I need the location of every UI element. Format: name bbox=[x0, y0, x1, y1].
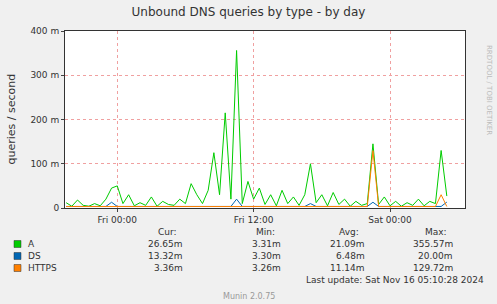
svg-text:Cur:: Cur: bbox=[158, 227, 177, 237]
svg-text:26.65m: 26.65m bbox=[148, 239, 183, 249]
svg-text:Avg:: Avg: bbox=[339, 227, 359, 237]
svg-text:Fri 00:00: Fri 00:00 bbox=[98, 215, 138, 225]
svg-text:DS: DS bbox=[28, 251, 41, 261]
svg-text:6.48m: 6.48m bbox=[336, 251, 365, 261]
svg-text:Unbound DNS queries by type -: Unbound DNS queries by type - by day bbox=[132, 5, 366, 19]
svg-text:0: 0 bbox=[53, 203, 59, 213]
svg-text:RRDTOOL / TOBI OETIKER: RRDTOOL / TOBI OETIKER bbox=[485, 45, 493, 135]
svg-text:13.32m: 13.32m bbox=[148, 251, 183, 261]
svg-text:Fri 12:00: Fri 12:00 bbox=[234, 215, 274, 225]
svg-text:Sat 00:00: Sat 00:00 bbox=[368, 215, 412, 225]
svg-text:355.57m: 355.57m bbox=[413, 239, 453, 249]
svg-text:400 m: 400 m bbox=[30, 26, 59, 36]
svg-text:300 m: 300 m bbox=[30, 70, 59, 80]
svg-text:3.30m: 3.30m bbox=[252, 251, 281, 261]
svg-text:A: A bbox=[28, 239, 35, 249]
svg-text:21.09m: 21.09m bbox=[330, 239, 365, 249]
svg-text:Max:: Max: bbox=[425, 227, 447, 237]
svg-text:Last update: Sat Nov 16 05:10:: Last update: Sat Nov 16 05:10:28 2024 bbox=[306, 275, 484, 285]
svg-text:100 m: 100 m bbox=[30, 159, 59, 169]
svg-text:129.72m: 129.72m bbox=[413, 263, 453, 273]
svg-text:Munin 2.0.75: Munin 2.0.75 bbox=[223, 292, 275, 301]
svg-text:queries / second: queries / second bbox=[5, 74, 18, 165]
svg-text:HTTPS: HTTPS bbox=[28, 263, 57, 273]
svg-text:Min:: Min: bbox=[256, 227, 275, 237]
svg-text:20.00m: 20.00m bbox=[418, 251, 453, 261]
svg-text:11.14m: 11.14m bbox=[330, 263, 365, 273]
svg-text:200 m: 200 m bbox=[30, 115, 59, 125]
svg-text:3.26m: 3.26m bbox=[252, 263, 281, 273]
svg-text:3.31m: 3.31m bbox=[252, 239, 281, 249]
svg-text:3.36m: 3.36m bbox=[154, 263, 183, 273]
